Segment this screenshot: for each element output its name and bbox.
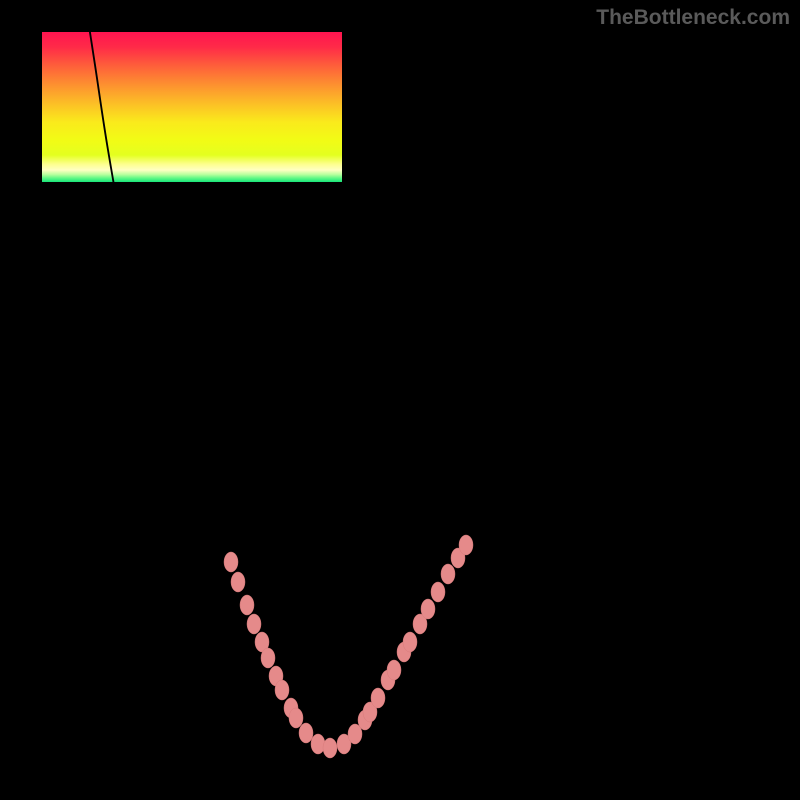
curve-marker <box>421 599 435 619</box>
curve-marker <box>403 632 417 652</box>
curve-marker <box>441 564 455 584</box>
curve-marker <box>231 572 245 592</box>
curve-marker <box>299 723 313 743</box>
curve-marker <box>224 552 238 572</box>
curve-marker <box>387 660 401 680</box>
bottleneck-curve <box>85 32 790 749</box>
curve-marker <box>323 738 337 758</box>
curve-marker <box>240 595 254 615</box>
curve-marker <box>247 614 261 634</box>
curve-marker <box>261 648 275 668</box>
curve-marker <box>371 688 385 708</box>
curve-marker <box>275 680 289 700</box>
watermark-text: TheBottleneck.com <box>596 6 790 30</box>
chart-plot-area <box>42 32 790 790</box>
curve-layer <box>42 32 790 790</box>
curve-marker <box>431 582 445 602</box>
curve-marker <box>289 708 303 728</box>
curve-marker <box>311 734 325 754</box>
curve-marker <box>459 535 473 555</box>
curve-markers <box>224 535 473 758</box>
